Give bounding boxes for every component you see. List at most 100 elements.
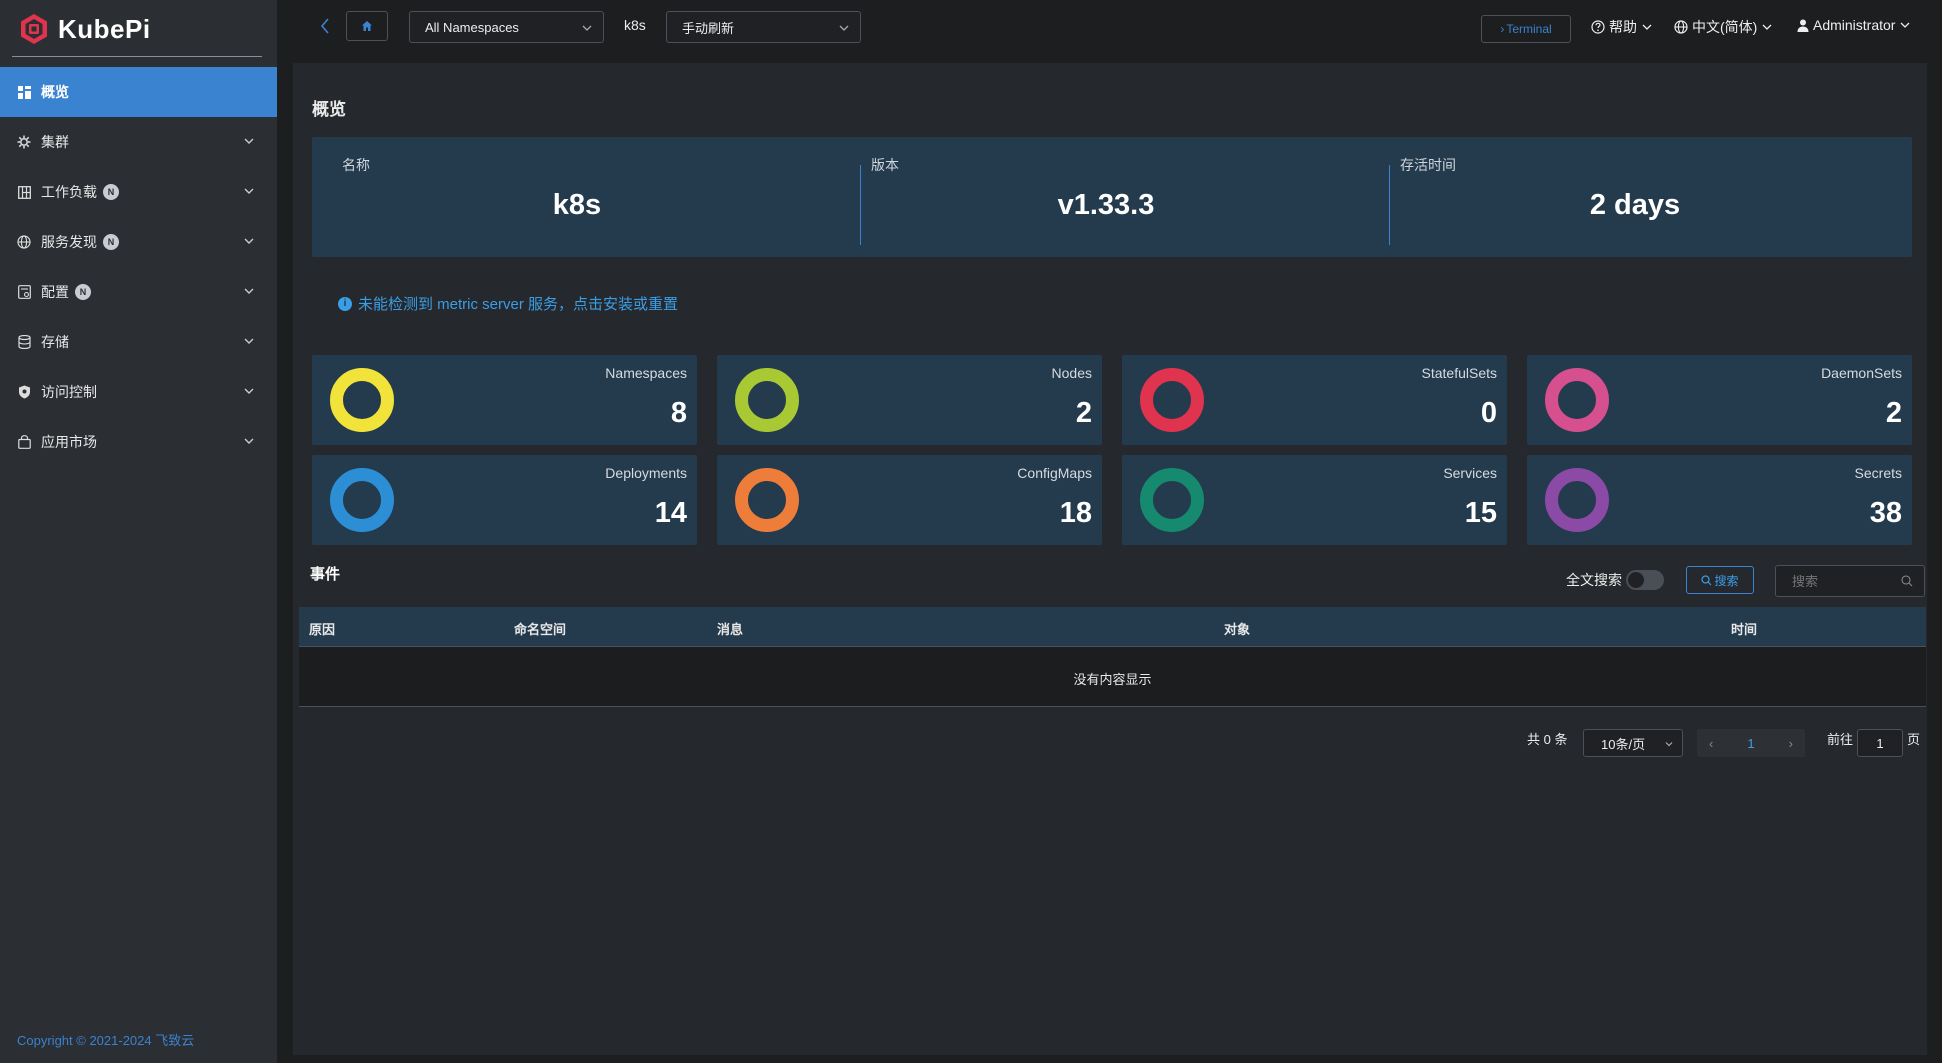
column-object: 对象 [1224, 622, 1251, 637]
sidebar-item-access-control[interactable]: 访问控制 [0, 367, 277, 417]
page-number[interactable]: 1 [1747, 735, 1755, 751]
info-label: 存活时间 [1400, 157, 1456, 173]
config-icon [17, 285, 31, 299]
globe-icon [1674, 20, 1688, 34]
info-label: 名称 [342, 157, 370, 173]
chevron-down-icon [244, 388, 254, 394]
stat-value: 8 [670, 397, 687, 429]
globe-icon [17, 235, 31, 249]
stat-card-secrets[interactable]: Secrets 38 [1527, 455, 1912, 545]
sidebar-item-label: 访问控制 [41, 384, 97, 400]
search-icon [1701, 574, 1712, 585]
page-size-select[interactable]: 10条/页 [1583, 729, 1683, 757]
stat-card-services[interactable]: Services 15 [1122, 455, 1507, 545]
chevron-down-icon [244, 238, 254, 244]
table-header: 原因 命名空间 消息 对象 时间 [299, 607, 1926, 647]
stat-card-nodes[interactable]: Nodes 2 [717, 355, 1102, 445]
stat-card-statefulsets[interactable]: StatefulSets 0 [1122, 355, 1507, 445]
sidebar-item-label: 服务发现 [41, 234, 97, 250]
empty-state: 没有内容显示 [1073, 672, 1152, 687]
main-content: 概览 名称 k8s 版本 v1.33.3 存活时间 2 days i 未能检测到… [293, 63, 1927, 1055]
terminal-label: Terminal [1506, 22, 1552, 36]
stat-card-daemonsets[interactable]: DaemonSets 2 [1527, 355, 1912, 445]
column-reason: 原因 [309, 622, 336, 637]
stat-value: 14 [654, 497, 687, 529]
page-navigator: ‹ 1 › [1697, 729, 1805, 757]
copyright-text: Copyright © 2021-2024 [17, 1033, 152, 1048]
stat-label: Services [1443, 465, 1497, 481]
app-logo[interactable]: KubePi [0, 0, 277, 58]
sidebar-item-config[interactable]: 配置 N [0, 267, 277, 317]
fulltext-toggle[interactable] [1626, 570, 1664, 590]
pagination-total: 共 0 条 [1527, 732, 1568, 747]
stat-value: 2 [1075, 397, 1092, 429]
workload-icon [17, 185, 31, 199]
stat-label: Nodes [1051, 365, 1092, 381]
info-divider [1389, 165, 1390, 245]
sidebar-item-label: 存储 [41, 334, 69, 350]
back-arrow-icon[interactable] [317, 14, 333, 38]
sidebar-item-cluster[interactable]: 集群 [0, 117, 277, 167]
stat-card-namespaces[interactable]: Namespaces 8 [312, 355, 697, 445]
info-version: 版本 v1.33.3 [841, 137, 1371, 257]
info-label: 版本 [871, 157, 899, 173]
column-time: 时间 [1731, 622, 1758, 637]
shopping-bag-icon [17, 435, 31, 449]
cluster-name: k8s [624, 17, 646, 33]
chevron-down-icon [839, 25, 849, 31]
chevron-down-icon [1642, 24, 1652, 30]
notice-text: 未能检测到 metric server 服务，点击安装或重置 [358, 296, 679, 313]
refresh-select[interactable]: 手动刷新 [666, 11, 861, 43]
stat-value: 18 [1059, 497, 1092, 529]
stat-value: 38 [1869, 497, 1902, 529]
chevron-down-icon [582, 25, 592, 31]
stat-label: StatefulSets [1421, 365, 1498, 381]
prev-page-button[interactable]: ‹ [1709, 735, 1714, 751]
search-input[interactable] [1775, 565, 1925, 597]
donut-ring-icon [330, 368, 394, 432]
stat-label: DaemonSets [1821, 365, 1902, 381]
home-button[interactable] [346, 11, 388, 41]
search-icon [1901, 575, 1913, 587]
user-menu[interactable]: Administrator [1797, 17, 1911, 33]
events-title: 事件 [310, 566, 341, 583]
info-icon: i [338, 296, 352, 311]
page-size-value: 10条/页 [1601, 736, 1646, 752]
new-badge: N [103, 234, 119, 250]
events-table: 原因 命名空间 消息 对象 时间 没有内容显示 [299, 607, 1926, 707]
next-page-button[interactable]: › [1788, 735, 1793, 751]
sidebar-item-overview[interactable]: 概览 [0, 67, 277, 117]
sidebar-item-workload[interactable]: 工作负载 N [0, 167, 277, 217]
namespace-select[interactable]: All Namespaces [409, 11, 604, 43]
sidebar-item-app-market[interactable]: 应用市场 [0, 417, 277, 467]
donut-ring-icon [1140, 468, 1204, 532]
cluster-info-panel: 名称 k8s 版本 v1.33.3 存活时间 2 days [312, 137, 1912, 257]
table-body: 没有内容显示 [299, 647, 1926, 707]
info-uptime: 存活时间 2 days [1370, 137, 1900, 257]
goto-page-input[interactable] [1857, 729, 1903, 757]
terminal-prompt-icon: › [1500, 22, 1505, 36]
stat-card-configmaps[interactable]: ConfigMaps 18 [717, 455, 1102, 545]
search-button[interactable]: 搜索 [1686, 566, 1754, 594]
help-label: 帮助 [1609, 19, 1637, 35]
info-divider [860, 165, 861, 245]
new-badge: N [75, 284, 91, 300]
cluster-icon [17, 135, 31, 149]
company-link[interactable]: 飞致云 [155, 1033, 195, 1048]
page-title: 概览 [312, 100, 346, 119]
refresh-select-value: 手动刷新 [682, 20, 735, 36]
language-menu[interactable]: 中文(简体) [1674, 17, 1773, 37]
sidebar-item-storage[interactable]: 存储 [0, 317, 277, 367]
chevron-down-icon [1665, 742, 1673, 747]
new-badge: N [103, 184, 119, 200]
sidebar-item-service-discovery[interactable]: 服务发现 N [0, 217, 277, 267]
fulltext-search-toggle-group: 全文搜索 [1566, 570, 1664, 590]
terminal-button[interactable]: › Terminal [1481, 15, 1571, 43]
sidebar-item-label: 集群 [41, 134, 69, 150]
copyright: Copyright © 2021-2024 飞致云 [17, 1030, 194, 1049]
chevron-down-icon [1762, 24, 1772, 30]
stat-card-deployments[interactable]: Deployments 14 [312, 455, 697, 545]
help-menu[interactable]: 帮助 [1591, 17, 1653, 37]
fulltext-label: 全文搜索 [1566, 572, 1622, 588]
metric-server-notice[interactable]: i 未能检测到 metric server 服务，点击安装或重置 [338, 293, 678, 314]
